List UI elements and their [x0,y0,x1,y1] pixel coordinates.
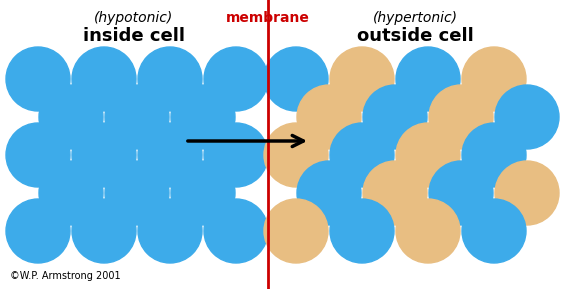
Text: outside cell: outside cell [357,27,473,45]
Circle shape [6,199,70,263]
Circle shape [39,85,103,149]
Circle shape [204,47,268,111]
Circle shape [396,47,460,111]
Circle shape [72,123,136,187]
Circle shape [138,47,202,111]
Circle shape [462,47,526,111]
Circle shape [72,199,136,263]
Circle shape [105,161,169,225]
Circle shape [264,47,328,111]
Circle shape [72,47,136,111]
Circle shape [204,123,268,187]
Circle shape [396,123,460,187]
Circle shape [6,47,70,111]
Circle shape [297,85,361,149]
Text: (hypertonic): (hypertonic) [373,11,457,25]
Circle shape [462,199,526,263]
Circle shape [39,161,103,225]
Circle shape [429,85,493,149]
Circle shape [495,85,559,149]
Circle shape [330,199,394,263]
Circle shape [264,199,328,263]
Circle shape [462,123,526,187]
Circle shape [429,161,493,225]
Circle shape [264,123,328,187]
Circle shape [105,85,169,149]
Circle shape [363,161,427,225]
Circle shape [330,123,394,187]
Text: membrane: membrane [226,11,310,25]
Text: (hypotonic): (hypotonic) [94,11,174,25]
Circle shape [171,85,235,149]
Circle shape [297,161,361,225]
Circle shape [204,199,268,263]
Text: inside cell: inside cell [83,27,185,45]
Circle shape [6,123,70,187]
Circle shape [138,123,202,187]
Circle shape [363,85,427,149]
Circle shape [495,161,559,225]
Circle shape [171,161,235,225]
Circle shape [330,47,394,111]
Circle shape [396,199,460,263]
Circle shape [138,199,202,263]
Text: ©W.P. Armstrong 2001: ©W.P. Armstrong 2001 [10,271,121,281]
